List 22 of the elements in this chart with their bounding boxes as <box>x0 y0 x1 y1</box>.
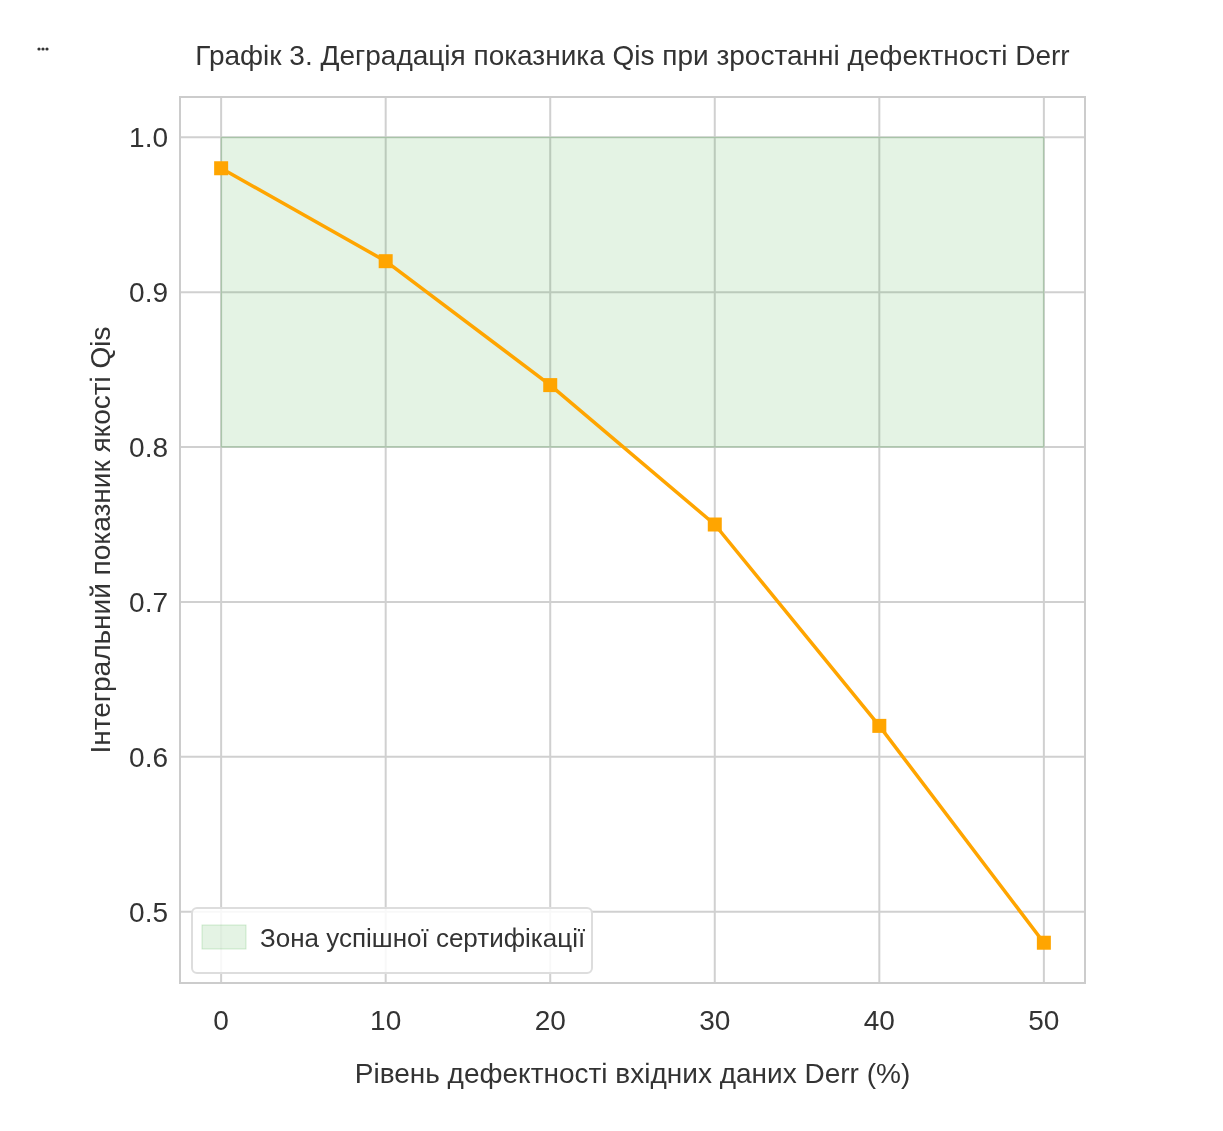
x-tick-label: 0 <box>213 1005 229 1036</box>
point <box>543 378 558 393</box>
y-tick-label: 0.9 <box>129 277 168 309</box>
point <box>1036 935 1051 950</box>
x-tick-label: 50 <box>1028 1005 1060 1036</box>
x-tick-label: 20 <box>534 1005 566 1036</box>
chart-title: Графік 3. Деградація показника Qis при зростанні дефектності Derr <box>195 40 1070 71</box>
y-tick-label: 1.0 <box>129 122 168 154</box>
legend-label: Зона успішної сертифікації <box>260 923 586 953</box>
point <box>872 718 887 733</box>
x-tick-label: 30 <box>699 1005 731 1036</box>
x-tick-label: 10 <box>370 1005 402 1036</box>
y-tick-label: 0.8 <box>129 432 168 464</box>
y-axis-title: Інтегральний показник якості Qis <box>85 326 116 754</box>
point <box>378 254 393 269</box>
x-axis-title: Рівень дефектності вхідних даних Derr (%) <box>354 1058 911 1089</box>
x-tick-label: 40 <box>863 1005 895 1036</box>
point <box>214 161 229 176</box>
point <box>707 517 722 532</box>
y-tick-label: 0.6 <box>129 741 168 773</box>
y-tick-label: 0.5 <box>129 896 168 928</box>
y-tick-label: 0.7 <box>129 586 168 618</box>
